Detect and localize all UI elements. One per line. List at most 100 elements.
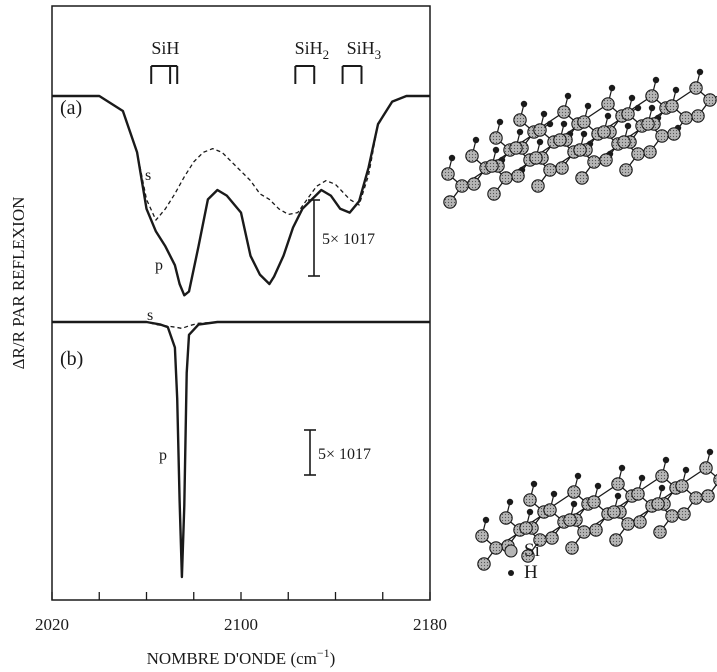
si-atom [573,143,587,157]
si-atom [667,127,681,141]
h-atom [506,498,514,506]
si-atom [555,161,569,175]
band-label: SiH3 [347,38,382,62]
band-label: SiH [151,38,179,58]
series-label-s: s [145,167,151,184]
h-atom [560,120,568,128]
h-atom [662,456,670,464]
si-atom [557,105,571,119]
plot-frame [51,5,431,601]
h-atom [536,138,544,146]
si-atom [533,123,547,137]
plot-border [51,5,431,601]
si-atom [601,97,615,111]
h-atom [526,508,534,516]
h-atom [638,474,646,482]
h-atom [608,84,616,92]
si-atom [631,487,645,501]
h-atom [472,136,480,144]
si-atom [611,477,625,491]
si-atom [597,125,611,139]
si-atom [589,523,603,537]
si-atom [545,531,559,545]
h-atom [628,94,636,102]
17: 5× 1017 [318,446,371,463]
si-atom [655,129,669,143]
si-atom [543,163,557,177]
si-atom [713,473,717,487]
si-atom [617,135,631,149]
x-tick-label: 2100 [224,615,258,634]
si-atom [565,541,579,555]
si-atom [621,517,635,531]
si-atom [655,469,669,483]
si-atom [553,133,567,147]
si-atom [653,525,667,539]
si-atom [577,525,591,539]
series-line-p [52,94,430,297]
legend-item: H [502,562,540,584]
series-label-s: s [147,307,153,324]
h-atom [516,128,524,136]
y-axis-label: ΔR/R PAR REFLEXION [9,197,28,370]
si-atom [477,557,491,571]
x-tick-label: 2020 [35,615,69,634]
si-atom [587,155,601,169]
h-atom [564,92,572,100]
si-atom [531,179,545,193]
si-atom [499,171,513,185]
si-marker [504,544,518,558]
panel-b: (b) s p 5× 1017 [52,307,430,579]
h-atom [550,490,558,498]
si-atom [475,529,489,543]
legend-label: Si [524,540,540,561]
h-atom [604,112,612,120]
h-atom [594,482,602,490]
h-atom [540,110,548,118]
17: 5× 1017 [322,231,375,248]
series-line-s [52,321,430,330]
x-axis: 2020 2100 2180 NOMBRE D'ONDE (cm−1) ΔR/R PAR… [9,197,447,668]
si-atom [633,515,647,529]
si-atom [609,533,623,547]
series-line-s [52,95,430,221]
h-atom [682,466,690,474]
si-atom [621,107,635,121]
si-atom [511,169,525,183]
h-atom [448,154,456,162]
si-atom [631,147,645,161]
h-atom [496,118,504,126]
si-atom [443,195,457,209]
si-atom [689,81,703,95]
h-atom [530,480,538,488]
h-atom [546,120,554,128]
h-atom [634,104,642,112]
h-atom-icon [508,570,514,576]
series-label-p: p [155,257,163,274]
h-atom [706,448,714,456]
si-atom [441,167,455,181]
h-atom [658,484,666,492]
band-label: SiH2 [295,38,330,62]
si-atom [619,163,633,177]
si-atom [489,131,503,145]
si-atom [523,493,537,507]
panel-label-a: (a) [60,97,82,119]
series-label-p: p [159,447,167,464]
h-atom [574,472,582,480]
si-atom [499,511,513,525]
h-atom [492,146,500,154]
si-atom [679,111,693,125]
si-atom [455,179,469,193]
si-atom [509,141,523,155]
si-atom [651,497,665,511]
si-atom [665,99,679,113]
panel-label-b: (b) [60,348,83,370]
si-atom [701,489,715,503]
si-atom [665,509,679,523]
si-atom [465,149,479,163]
si-atom [643,145,657,159]
x-axis-label: NOMBRE D'ONDE (cm−1) [147,646,336,668]
h-atom [672,86,680,94]
